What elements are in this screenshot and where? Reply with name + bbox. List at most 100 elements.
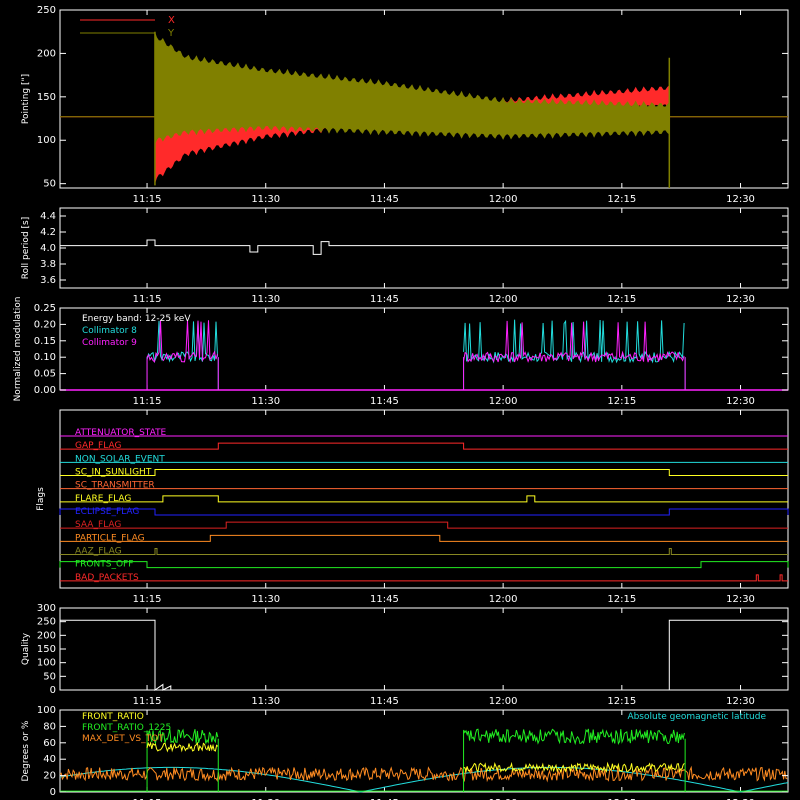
flags-traces: 11:15 11:30 11:45 12:00 12:15 12:30 ATTENUATOR… [59, 410, 789, 605]
quality-xtick-label-2: 11:45 [370, 696, 399, 707]
legend-front-ratio: FRONT_RATIO [82, 712, 144, 722]
ratios-legend: FRONT_RATIO FRONT_RATIO_1225 MAX_DET_VS_… [82, 712, 766, 744]
max-det-vs-tot-line [59, 765, 788, 783]
flags-xtick-label-2: 11:45 [370, 594, 399, 605]
roll-y-ticks: 3.6 3.8 4.0 4.2 4.4 [40, 211, 788, 286]
modulation-ytick-label-4: 0.20 [34, 319, 56, 330]
ratios-ytick-label-1: 20 [43, 771, 56, 782]
quality-xtick-label-4: 12:15 [607, 696, 636, 707]
pointing-xtick-label-4: 12:15 [607, 194, 636, 205]
ratios-ytick-label-0: 0 [50, 787, 56, 798]
legend-x-label: X [168, 15, 175, 26]
flag-label-flare_flag: FLARE_FLAG [75, 494, 131, 504]
ratios-ylabel: Degrees or % [21, 720, 31, 781]
pointing-xtick-label-1: 11:30 [251, 194, 280, 205]
flag-label-particle_flag: PARTICLE_FLAG [75, 533, 145, 543]
legend-geomag-latitude: Absolute geomagnetic latitude [627, 712, 766, 722]
quality-xtick-label-5: 12:30 [726, 696, 755, 707]
pointing-y-ticks: 50 100 150 200 250 [37, 5, 788, 190]
flag-label-bad_packets: BAD_PACKETS [75, 573, 139, 583]
flags-xtick-label-1: 11:30 [251, 594, 280, 605]
roll-panel: 11:15 11:30 11:45 12:00 12:15 12:30 3.6 3.8 4.0… [21, 207, 789, 305]
pointing-ylabel: Pointing ["] [21, 74, 31, 124]
quality-ytick-label-6: 300 [37, 603, 56, 614]
roll-xtick-label-3: 12:00 [489, 294, 518, 305]
modulation-xtick-label-2: 11:45 [370, 396, 399, 407]
pointing-traces [60, 31, 788, 188]
legend-max-det: MAX_DET_VS_TOT [82, 734, 164, 744]
modulation-series-1-seg-0 [146, 320, 218, 363]
flags-panel: 11:15 11:30 11:45 12:00 12:15 12:30 ATTENUATOR… [36, 409, 789, 605]
quality-ytick-label-0: 0 [50, 685, 56, 696]
flag-label-aaz_flag: AAZ_FLAG [75, 547, 122, 557]
modulation-series-0-seg-1 [463, 319, 685, 364]
front-ratio-seg-0 [146, 741, 219, 753]
pointing-x-ticks: 11:15 11:30 11:45 12:00 12:15 12:30 [133, 10, 755, 205]
pointing-ytick-label-3: 200 [37, 48, 56, 59]
pointing-ytick-label-2: 150 [37, 92, 56, 103]
roll-ytick-label-1: 3.8 [40, 259, 56, 270]
flag-label-fronts_off: FRONTS_OFF [75, 560, 133, 570]
flags-xtick-label-5: 12:30 [726, 594, 755, 605]
roll-xtick-label-2: 11:45 [370, 294, 399, 305]
pointing-series-x [155, 70, 670, 184]
roll-xtick-label-4: 12:15 [607, 294, 636, 305]
modulation-xtick-label-3: 12:00 [489, 396, 518, 407]
roll-ytick-label-0: 3.6 [40, 275, 56, 286]
modulation-series-0-seg-0 [146, 320, 218, 364]
roll-series-line [60, 239, 788, 255]
modulation-ylabel: Normalized modulation [13, 297, 23, 402]
front-ratio-seg-1 [463, 761, 685, 774]
ratios-ytick-label-2: 40 [43, 754, 56, 765]
flag-trace-gap_flag [60, 442, 788, 450]
front-ratio-1225-seg-0 [146, 728, 219, 745]
ratios-y-ticks: 0 20 40 60 80 100 [37, 705, 788, 798]
quality-panel: 11:15 11:30 11:45 12:00 12:15 12:30 0 50 100 150… [21, 603, 789, 707]
modulation-traces: 11:15 11:30 11:45 12:00 12:15 12:30 [60, 308, 788, 407]
pointing-panel: 50 100 150 200 250 11:15 11:30 11:45 12:00 12:15… [21, 5, 789, 205]
quality-y-ticks: 0 50 100 150 200 250 300 [37, 603, 788, 696]
ratios-panel: 11:15 11:30 11:45 12:00 12:15 12:30 0 20 40 60 80… [21, 705, 789, 800]
quality-ytick-label-3: 150 [37, 644, 56, 655]
roll-ytick-label-2: 4.0 [40, 243, 56, 254]
modulation-ytick-label-1: 0.05 [34, 369, 56, 380]
modulation-ytick-label-5: 0.25 [34, 303, 56, 314]
pointing-ytick-label-1: 100 [37, 135, 56, 146]
flag-trace-saa_flag [60, 521, 788, 529]
roll-ytick-label-3: 4.2 [40, 227, 56, 238]
modulation-xtick-label-4: 12:15 [607, 396, 636, 407]
flag-label-eclipse_flag: ECLIPSE_FLAG [75, 507, 139, 517]
ratios-xtick-label-1: 11:30 [251, 798, 280, 800]
ratios-xtick-label-3: 12:00 [489, 798, 518, 800]
quality-xtick-label-0: 11:15 [133, 696, 162, 707]
flag-trace-flare_flag [60, 495, 788, 503]
roll-ytick-label-4: 4.4 [40, 211, 56, 222]
roll-traces: 11:15 11:30 11:45 12:00 12:15 12:30 [60, 208, 788, 305]
quality-ylabel: Quality [21, 632, 31, 665]
flag-trace-eclipse_flag [59, 508, 789, 516]
energy-band-label: Energy band: 12-25 keV [82, 314, 191, 324]
ratios-xtick-label-2: 11:45 [370, 798, 399, 800]
pointing-xtick-label-3: 12:00 [489, 194, 518, 205]
ratios-ytick-label-5: 100 [37, 705, 56, 716]
modulation-legend: Energy band: 12-25 keV Collimator 8 Coll… [82, 314, 191, 348]
legend-front-ratio-1225: FRONT_RATIO_1225 [82, 723, 171, 733]
flags-ylabel: Flags [36, 487, 46, 511]
pointing-ytick-label-4: 250 [37, 5, 56, 16]
modulation-xtick-label-0: 11:15 [133, 396, 162, 407]
ratios-xtick-label-0: 11:15 [133, 798, 162, 800]
modulation-series-1-seg-1 [463, 320, 685, 364]
flag-trace-fronts_off [59, 561, 789, 569]
flags-frame [59, 409, 789, 589]
ratios-traces: 11:15 11:30 11:45 12:00 12:15 12:30 [59, 710, 789, 800]
roll-xtick-label-5: 12:30 [726, 294, 755, 305]
roll-xtick-label-0: 11:15 [133, 294, 162, 305]
front-ratio-1225-seg-1 [463, 728, 685, 746]
modulation-ytick-label-2: 0.10 [34, 352, 56, 363]
modulation-ytick-label-3: 0.15 [34, 336, 56, 347]
quality-xtick-label-1: 11:30 [251, 696, 280, 707]
pointing-xtick-label-0: 11:15 [133, 194, 162, 205]
flag-label-saa_flag: SAA_FLAG [75, 520, 121, 530]
flag-label-gap_flag: GAP_FLAG [75, 441, 121, 451]
